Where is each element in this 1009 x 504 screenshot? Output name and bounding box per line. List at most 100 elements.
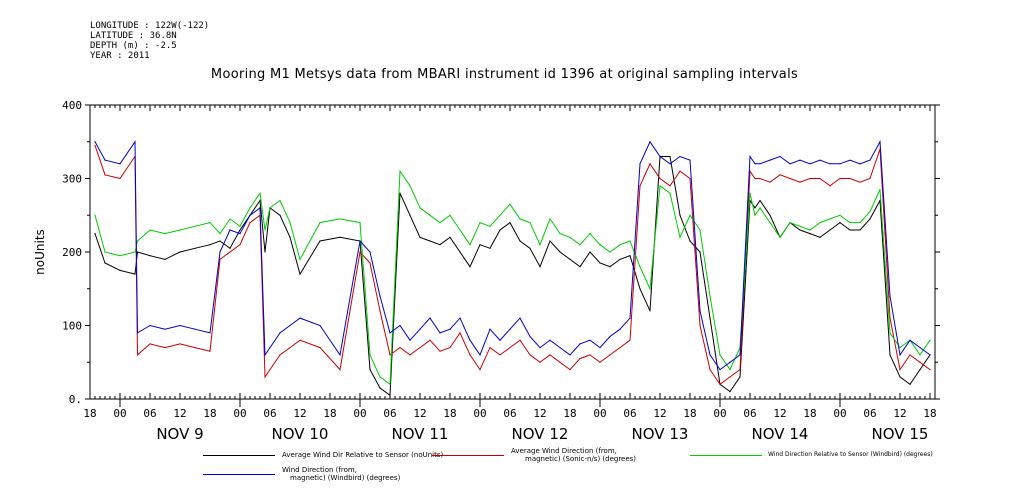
data-point-series-2 [269,207,271,209]
data-point-series-0 [449,236,451,238]
data-point-series-1 [499,354,501,356]
data-point-series-0 [559,251,561,253]
data-point-series-2 [409,185,411,187]
data-point-series-2 [509,203,511,205]
data-point-series-3 [229,229,231,231]
data-point-series-0 [459,251,461,253]
data-point-series-1 [289,346,291,349]
data-point-series-1 [649,163,651,165]
data-point-series-0 [739,376,741,378]
data-point-series-2 [399,170,401,172]
data-point-series-0 [179,251,181,253]
data-point-series-2 [779,236,781,238]
data-point-series-3 [579,343,581,345]
x-tick-label: 18 [443,407,456,420]
series-line-3 [94,140,931,371]
x-day-label: NOV 9 [156,425,203,443]
data-point-series-0 [609,266,611,268]
data-point-series-0 [919,369,921,371]
data-point-series-1 [789,177,791,180]
x-tick-label: 00 [113,407,126,420]
data-point-series-2 [136,240,139,242]
series-line-0 [94,156,931,397]
data-point-series-2 [659,185,661,187]
x-day-label: NOV 12 [512,425,569,443]
data-point-series-3 [439,332,441,334]
data-point-series-1 [369,262,371,264]
data-point-series-1 [669,185,671,187]
data-point-series-2 [689,214,691,216]
data-point-series-0 [889,354,891,356]
x-tick-label: 00 [353,407,366,420]
data-point-series-0 [519,240,521,242]
data-point-series-1 [179,343,181,345]
data-point-series-3 [639,163,641,165]
data-point-series-3 [679,155,681,158]
data-point-series-0 [619,258,621,260]
data-point-series-0 [539,266,541,268]
data-point-series-0 [94,233,96,235]
legend-swatch-red [432,455,504,456]
data-point-series-0 [579,266,581,268]
data-point-series-3 [909,339,911,341]
x-tick-label: 06 [383,407,396,420]
data-point-series-2 [299,258,301,260]
data-point-series-1 [229,251,231,253]
data-point-series-1 [219,258,221,260]
y-tick-label: 400 [62,99,82,112]
data-point-series-3 [319,324,321,327]
data-point-series-2 [479,222,481,224]
data-point-series-3 [689,159,691,161]
data-point-series-1 [469,354,471,356]
data-point-series-1 [559,361,561,363]
data-point-series-1 [509,346,511,349]
legend-label-avg-wind-direction-sonic: Average Wind Direction (from, magnetic) … [511,447,636,463]
data-point-series-1 [699,324,701,327]
data-point-series-0 [769,214,771,216]
data-point-series-1 [429,339,431,341]
data-point-series-2 [279,199,281,202]
data-point-series-0 [429,240,431,242]
data-point-series-1 [599,361,601,363]
data-point-series-3 [389,332,391,334]
data-point-series-0 [689,240,691,242]
data-point-series-2 [94,214,96,216]
data-point-series-2 [809,229,811,231]
data-point-series-1 [799,181,801,183]
data-point-series-2 [559,233,561,235]
data-point-series-1 [689,177,691,180]
data-point-series-1 [264,376,266,378]
data-point-series-2 [629,240,631,242]
x-tick-label: 00 [833,407,846,420]
data-point-series-3 [94,141,96,143]
data-point-series-3 [629,317,631,319]
data-point-series-3 [279,332,281,334]
data-point-series-1 [579,357,581,360]
data-point-series-2 [449,214,451,216]
year-label: YEAR : 2011 [90,51,150,61]
data-point-series-1 [269,369,271,371]
data-point-series-2 [579,244,581,246]
data-point-series-0 [639,288,641,290]
data-point-series-1 [519,339,521,341]
data-point-series-3 [659,155,661,158]
data-point-series-2 [209,222,211,224]
data-point-series-1 [299,339,301,341]
data-point-series-2 [519,218,521,220]
data-point-series-2 [769,222,771,224]
data-point-series-0 [289,236,291,238]
data-point-series-2 [789,222,791,224]
data-point-series-3 [119,163,121,165]
data-point-series-0 [134,273,136,275]
data-point-series-2 [539,244,541,246]
data-point-series-1 [539,361,541,363]
data-point-series-0 [699,251,701,253]
data-point-series-3 [809,163,811,165]
data-point-series-1 [549,354,551,356]
data-point-series-2 [359,222,361,224]
x-tick-label: 18 [323,407,336,420]
data-point-series-2 [489,225,491,227]
data-point-series-3 [889,295,891,297]
legend-label-avg-wind-direction-sonic-line2: magnetic) (Sonic-n/s) (degrees) [525,455,637,463]
data-point-series-1 [104,174,106,176]
